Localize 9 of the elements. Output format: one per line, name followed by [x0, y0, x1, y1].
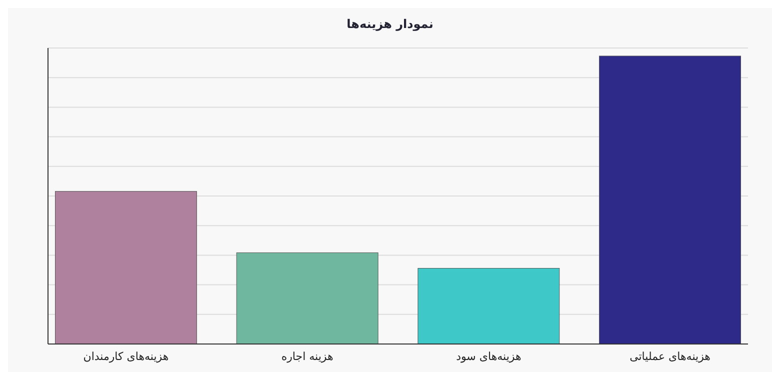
x-tick-label: هزینه‌های کارمندان: [83, 350, 169, 363]
bar: [418, 268, 560, 344]
bar: [55, 191, 197, 344]
chart-title: نمودار هزینه‌ها: [346, 17, 434, 31]
bar: [599, 56, 741, 344]
bar: [236, 252, 378, 344]
x-tick-label: هزینه‌های سود: [456, 350, 522, 363]
x-tick-label: هزینه‌های عملیاتی: [630, 350, 711, 363]
x-tick-label: هزینه اجاره: [281, 350, 334, 363]
